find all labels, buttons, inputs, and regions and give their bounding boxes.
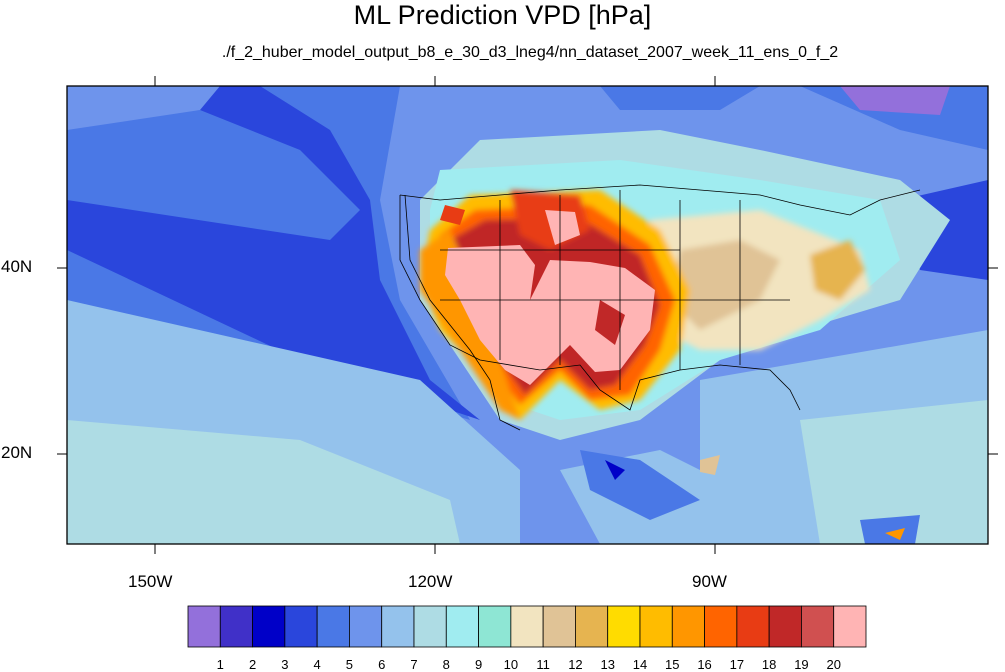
map-frame [66,85,989,545]
vpd-field [67,86,988,544]
colorbar-swatch [510,605,544,648]
colorbar-swatch [671,605,705,648]
colorbar-label: 13 [600,657,614,672]
colorbar-swatch [801,605,835,648]
colorbar-swatch [381,605,415,648]
state-borders [399,184,921,431]
colorbar-swatch [542,605,576,648]
colorbar-label: 15 [665,657,679,672]
colorbar-label: 14 [633,657,647,672]
colorbar-swatch [639,605,673,648]
colorbar-label: 4 [314,657,321,672]
lat-label-20n: 20N [1,443,33,462]
colorbar-label: 11 [536,657,550,672]
map-subtitle: ./f_2_huber_model_output_b8_e_30_d3_lneg… [221,44,839,61]
map-title: ML Prediction VPD [hPa] [353,0,652,30]
colorbar-label: 19 [794,657,808,672]
colorbar-label: 6 [378,657,385,672]
colorbar-swatch [768,605,802,648]
colorbar-swatch [833,605,867,648]
colorbar-swatch [607,605,641,648]
colorbar-swatch [219,605,253,648]
colorbar-label: 3 [281,657,288,672]
colorbar-swatch [284,605,318,648]
colorbar-swatch [252,605,286,648]
map-ticks [57,76,998,554]
colorbar-label: 12 [568,657,582,672]
colorbar-label: 18 [762,657,776,672]
colorbar-label: 7 [410,657,417,672]
colorbar-label: 9 [475,657,482,672]
colorbar-label: 16 [697,657,711,672]
colorbar-label: 5 [346,657,353,672]
colorbar-label: 8 [443,657,450,672]
colorbar-label: 2 [249,657,256,672]
colorbar-label: 17 [730,657,744,672]
colorbar-swatch [478,605,512,648]
colorbar-label: 10 [504,657,518,672]
lat-label-40n: 40N [1,257,33,276]
colorbar-swatch [187,605,221,648]
lon-label-90w: 90W [692,572,727,591]
colorbar-swatch [445,605,479,648]
colorbar-swatch [736,605,770,648]
colorbar-swatch [704,605,738,648]
colorbar-swatch [349,605,383,648]
lon-label-150w: 150W [128,572,173,591]
colorbar-swatch [413,605,447,648]
lon-label-120w: 120W [408,572,453,591]
colorbar-label: 20 [826,657,840,672]
colorbar-swatch [316,605,350,648]
colorbar-swatch [575,605,609,648]
colorbar-label: 1 [217,657,224,672]
